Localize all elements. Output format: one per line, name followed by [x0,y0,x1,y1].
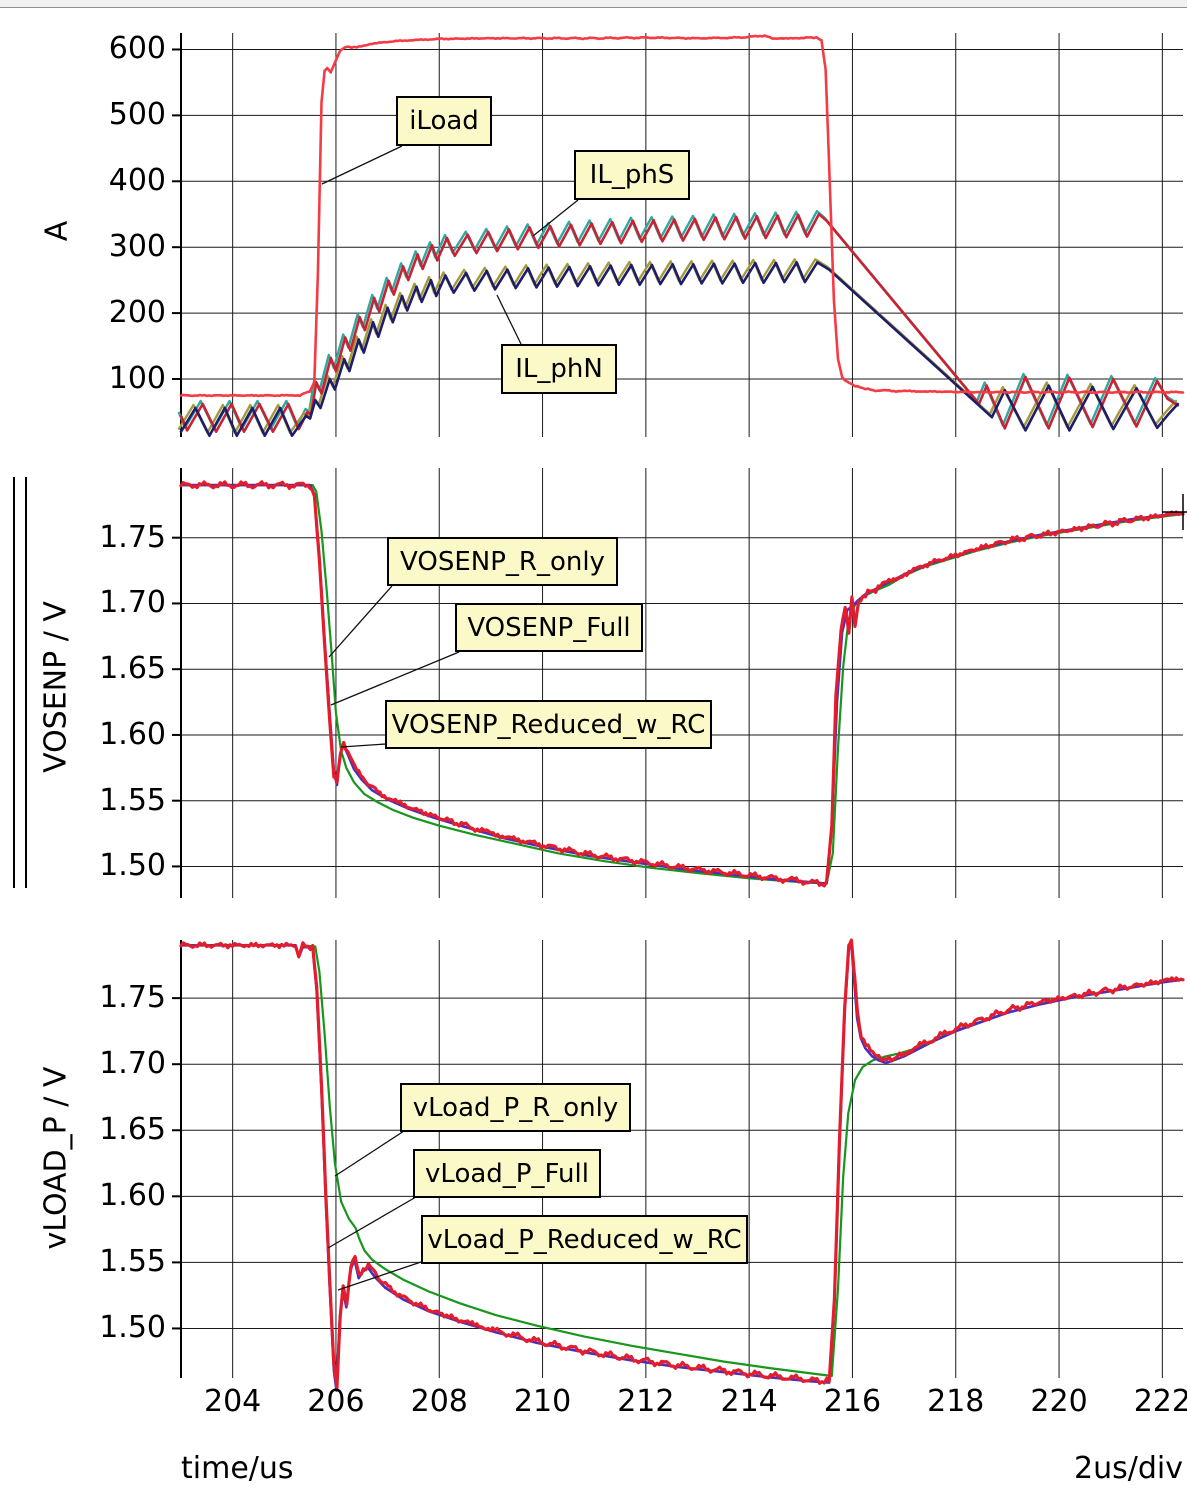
x-tick-label: 218 [927,1384,985,1419]
callout-label-vLoad_P_Full[interactable]: vLoad_P_Full [413,1149,601,1198]
x-tick-label: 204 [204,1384,262,1419]
x-tick-label: 220 [1030,1384,1088,1419]
y-tick-label: 1.70 [99,1046,166,1082]
x-tick-label: 206 [307,1384,365,1419]
y-tick-label: 1.50 [99,848,166,884]
y-tick-label: 1.75 [99,519,166,555]
x-tick-label: 212 [617,1384,675,1419]
callout-label-IL_phN[interactable]: IL_phN [501,344,617,394]
x-tick-label: 210 [513,1384,572,1419]
y-tick-label: 500 [108,97,166,133]
x-tick-label: 208 [410,1384,468,1419]
y-tick-label: 1.75 [99,980,166,1016]
y-tick-label: 1.70 [99,585,166,621]
callout-label-VOSENP_Reduced_w_RC[interactable]: VOSENP_Reduced_w_RC [385,700,712,749]
callout-label-VOSENP_Full[interactable]: VOSENP_Full [455,603,643,652]
y-tick-label: 1.55 [99,782,166,818]
trace-iLoad[interactable] [179,34,1185,398]
callout-leader-line [337,1261,422,1291]
x-tick-label: 216 [823,1384,882,1419]
trace-IL_phN[interactable] [179,261,1180,437]
y-tick-label: 1.55 [99,1244,166,1280]
trace-IL_phS_sim2[interactable] [177,210,1177,430]
x-axis-title: time/us [181,1451,294,1486]
callout-leader-line [328,585,393,658]
y-tick-label: 1.50 [99,1310,166,1346]
y-tick-label: 1.60 [99,716,166,752]
x-tick-label: 214 [720,1384,778,1419]
y-axis-title-vosenp: VOSENP / V [38,601,74,773]
y-tick-label: 1.60 [99,1178,166,1214]
trace-VOSENP_R_only[interactable] [179,484,1185,885]
callout-label-vLoad_P_R_only[interactable]: vLoad_P_R_only [400,1083,631,1132]
callout-leader-line [330,651,460,706]
y-tick-label: 400 [108,163,166,199]
y-tick-label: 100 [108,361,166,396]
trace-IL_phN_sim2[interactable] [177,258,1177,434]
y-tick-label: 1.65 [99,651,166,687]
callout-leader-line [327,1196,417,1249]
trace-VOSENP_Reduced_w_RC[interactable] [179,480,1185,888]
callout-leader-line [334,1130,405,1177]
callout-label-IL_phS[interactable]: IL_phS [574,150,690,200]
y-tick-label: 600 [108,31,166,67]
callout-leader-line [340,743,387,748]
y-tick-label: 200 [108,295,166,331]
callout-label-vLoad_P_Reduced_w_RC[interactable]: vLoad_P_Reduced_w_RC [421,1215,748,1264]
callout-label-VOSENP_R_only[interactable]: VOSENP_R_only [387,537,618,586]
trace-VOSENP_Full[interactable] [179,483,1185,885]
y-tick-label: 1.65 [99,1112,166,1148]
callout-leader-line [532,199,579,237]
callout-label-iLoad[interactable]: iLoad [396,96,492,146]
x-scale-per-div: 2us/div [1074,1451,1183,1486]
trace-vLoad_P_Reduced_w_RC[interactable] [179,938,1185,1390]
y-tick-label: 300 [108,229,166,265]
x-tick-label: 222 [1133,1384,1187,1419]
y-axis-title-vload: vLOAD_P / V [38,1066,74,1250]
callout-leader-line [321,145,403,185]
window-chrome-bar [0,0,1187,8]
y-axis-title-current: A [39,220,75,242]
callout-leader-line [496,294,522,345]
trace-IL_phS[interactable] [179,212,1180,433]
